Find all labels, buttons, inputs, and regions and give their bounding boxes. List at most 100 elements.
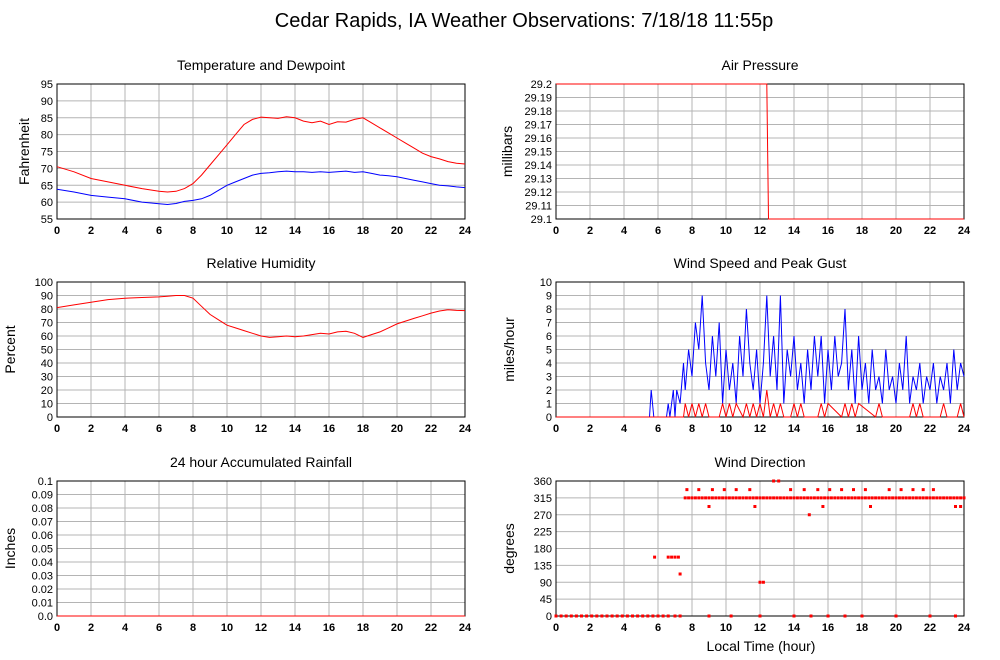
x-tick-label: 0 [54,225,60,237]
x-tick-label: 0 [553,423,559,435]
data-point [821,505,825,508]
x-tick-label: 4 [621,423,628,435]
x-tick-label: 8 [190,622,196,634]
data-point [921,496,925,500]
data-point [761,580,765,584]
data-point [564,614,568,618]
chart-title: Temperature and Dewpoint [177,57,345,73]
x-tick-label: 4 [122,225,129,237]
data-point [877,496,881,500]
data-point [819,496,823,500]
y-tick-label: 29.14 [524,160,552,172]
data-point [853,496,857,500]
data-point [887,488,891,492]
data-point [590,614,594,618]
x-tick-label: 24 [459,225,472,237]
x-tick-label: 24 [958,225,971,237]
data-point [829,496,833,500]
chart-title: Air Pressure [721,57,798,73]
y-tick-label: 0 [47,412,53,424]
x-tick-label: 14 [289,423,302,435]
y-tick-label: 0.0 [38,611,53,623]
x-tick-label: 8 [190,423,196,435]
y-tick-label: 80 [41,130,53,142]
x-tick-label: 22 [924,423,936,435]
x-tick-label: 10 [720,622,732,634]
x-tick-label: 6 [156,622,162,634]
data-point [631,614,634,618]
y-tick-label: 0 [546,611,552,623]
y-tick-label: 0.04 [32,557,53,569]
y-tick-label: 70 [41,318,53,330]
y-axis-label: Inches [2,528,18,569]
data-point [795,496,799,500]
data-point [670,555,674,559]
x-tick-label: 16 [822,225,834,237]
x-tick-label: 0 [553,622,559,634]
data-point [908,496,912,500]
x-tick-label: 16 [323,423,335,435]
data-point [897,496,901,500]
x-tick-label: 18 [856,423,868,435]
data-point [812,496,816,500]
y-tick-label: 85 [41,113,53,125]
x-tick-label: 14 [788,423,801,435]
x-tick-label: 4 [621,225,628,237]
data-point [799,496,803,500]
data-point [785,496,789,500]
data-point [755,496,759,500]
data-point [717,496,721,500]
data-point [954,614,957,618]
y-axis-label: miles/hour [501,317,517,382]
data-point [928,614,932,618]
data-point [761,496,765,500]
data-point [823,496,827,500]
data-point [758,580,762,584]
y-tick-label: 90 [540,577,552,589]
x-tick-label: 20 [890,423,902,435]
data-point [904,496,908,500]
data-point [826,496,830,500]
data-point [802,496,806,500]
data-point [952,496,956,500]
y-tick-label: 9 [546,291,552,303]
data-point [777,479,781,483]
data-point [959,505,963,508]
y-tick-label: 1 [546,399,552,411]
data-point [653,555,657,559]
y-tick-label: 90 [41,96,53,108]
data-point [792,614,796,618]
x-tick-label: 6 [655,225,661,237]
x-tick-label: 8 [689,423,695,435]
data-point [744,496,748,500]
data-point [714,496,718,500]
y-tick-label: 29.1 [531,214,552,226]
y-tick-label: 10 [540,277,552,289]
data-point [574,614,578,618]
data-point [722,488,726,492]
data-point [782,496,786,500]
data-point [836,496,840,500]
x-tick-label: 24 [459,423,472,435]
y-tick-label: 30 [41,372,53,384]
data-point [843,614,847,618]
data-point [727,496,731,500]
x-tick-label: 6 [156,423,162,435]
x-tick-label: 18 [856,225,868,237]
data-point [678,614,682,618]
y-tick-label: 8 [546,304,552,316]
x-tick-label: 16 [323,225,335,237]
data-point [707,614,711,618]
data-point [666,614,670,618]
panel-rain: 0.00.01 0.020.03 0.040.05 0.060.07 0.080.09 0… [2,454,472,634]
y-tick-label: 90 [41,291,53,303]
data-point [734,496,738,500]
data-point [620,614,624,618]
x-tick-label: 16 [323,622,335,634]
data-point [789,496,793,500]
y-tick-label: 29.11 [525,201,552,213]
y-tick-label: 65 [41,180,53,192]
